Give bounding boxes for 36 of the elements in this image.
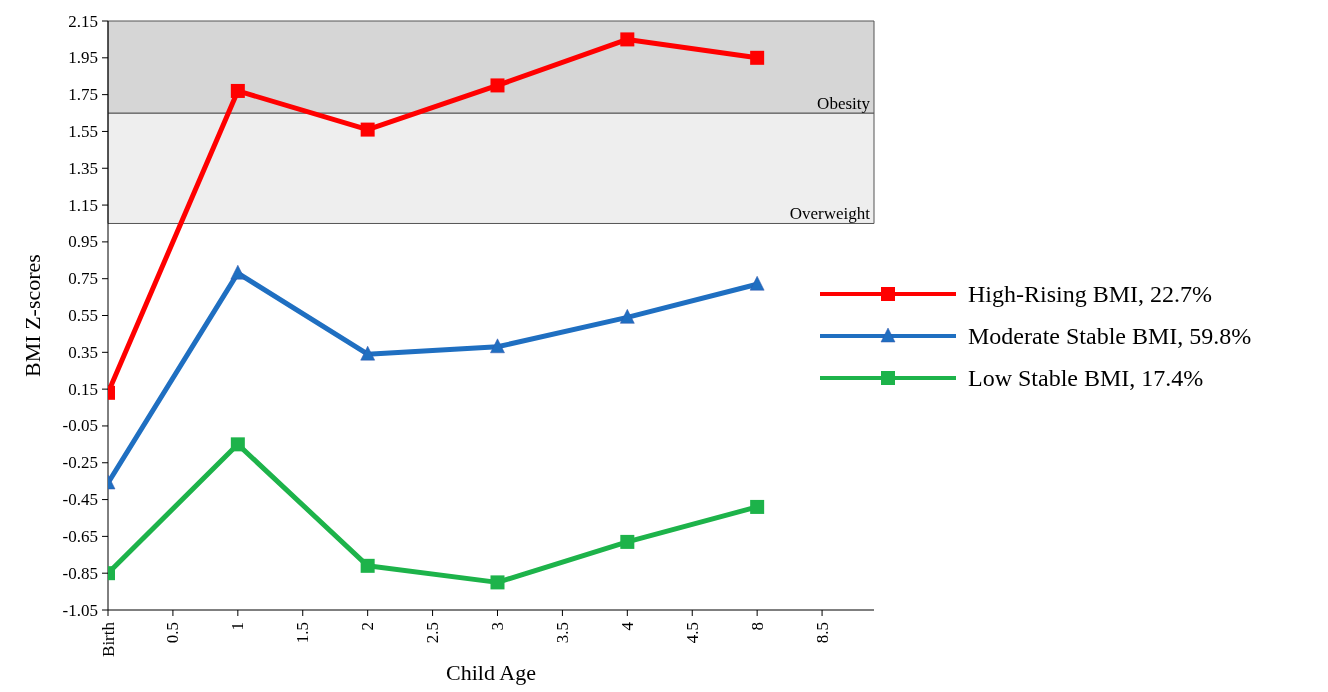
y-tick-label: -0.85 — [62, 563, 98, 583]
x-tick-label: 2 — [358, 622, 378, 631]
x-tick-label: 0.5 — [163, 622, 183, 644]
x-tick-label: 3.5 — [552, 622, 572, 644]
y-tick-label: 0.55 — [68, 306, 98, 325]
x-tick-label: 4 — [617, 621, 637, 631]
y-tick-label: -0.45 — [62, 490, 98, 510]
y-tick-label: 1.15 — [68, 195, 98, 215]
x-axis-title: Child Age — [446, 660, 536, 685]
x-tick-label: 2.5 — [423, 622, 443, 644]
x-tick-label: 8 — [747, 622, 767, 631]
text: High-Rising BMI, 22.7% — [968, 280, 1213, 308]
band-label: Obesity — [817, 94, 871, 114]
y-axis-title: BMI Z-scores — [19, 254, 45, 377]
y-tick-label: 1.55 — [68, 121, 98, 141]
text: Low Stable BMI, 17.4% — [968, 364, 1204, 392]
y-tick-label: 1.95 — [68, 48, 98, 68]
x-tick-label: 1 — [228, 622, 248, 631]
y-tick-label: 0.15 — [68, 379, 98, 399]
x-tick-label: Birth — [98, 621, 118, 657]
text: Moderate Stable BMI, 59.8% — [968, 322, 1252, 350]
y-tick-label: 0.75 — [68, 269, 98, 289]
y-tick-label: 1.35 — [68, 158, 98, 178]
x-tick-label: 1.5 — [293, 622, 313, 644]
y-tick-label: 0.35 — [68, 342, 98, 362]
x-tick-label: 4.5 — [682, 622, 702, 644]
y-tick-label: -0.05 — [62, 416, 98, 436]
y-tick-label: 0.95 — [68, 232, 98, 252]
y-tick-label: -1.05 — [62, 600, 98, 620]
y-tick-label: 2.15 — [68, 11, 98, 31]
band-label: Overweight — [789, 204, 871, 224]
y-tick-label: -0.25 — [62, 453, 98, 473]
y-tick-label: 1.75 — [68, 85, 98, 105]
y-tick-label: -0.65 — [62, 526, 98, 546]
x-tick-label: 3 — [487, 622, 507, 631]
x-tick-label: 8.5 — [812, 622, 832, 644]
